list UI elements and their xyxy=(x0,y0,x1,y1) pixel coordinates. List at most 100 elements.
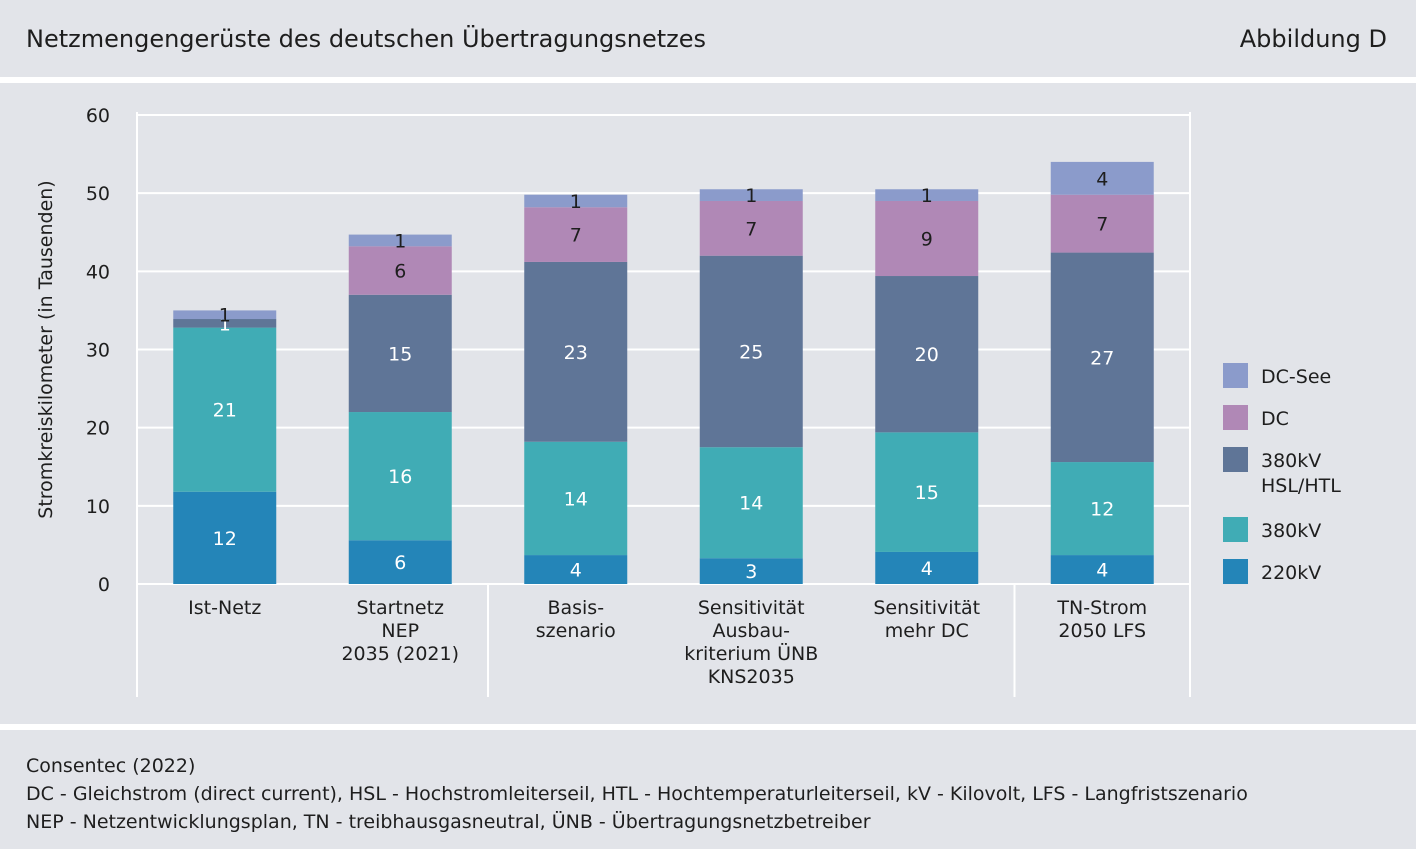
category-label: Sensitivität xyxy=(698,597,805,619)
y-tick-label: 40 xyxy=(86,261,110,283)
data-label: 21 xyxy=(213,400,237,422)
legend-swatch xyxy=(1223,559,1248,584)
data-label: 1 xyxy=(745,185,757,207)
category-label: Sensitivität xyxy=(873,597,980,619)
y-tick-label: 10 xyxy=(86,496,110,518)
data-label: 25 xyxy=(739,341,763,363)
data-label: 12 xyxy=(1090,499,1114,521)
bar-segment-dc-see xyxy=(699,189,803,201)
bar-segment-dc xyxy=(875,200,979,277)
y-tick-label: 20 xyxy=(86,418,110,440)
bar-segment-380kv xyxy=(1050,462,1154,556)
legend-swatch xyxy=(1223,405,1248,430)
data-label: 16 xyxy=(388,466,412,488)
bar-segment-220kv xyxy=(348,540,452,584)
bar-segment-220kv xyxy=(699,558,803,584)
legend-label: HSL/HTL xyxy=(1261,475,1341,497)
top-divider xyxy=(0,77,1416,83)
data-label: 14 xyxy=(564,488,588,510)
footer: Consentec (2022) DC - Gleichstrom (direc… xyxy=(26,752,1248,836)
data-label: 1 xyxy=(394,230,406,252)
legend-swatch xyxy=(1223,363,1248,388)
bar-segment-380kv-hsl-htl xyxy=(524,261,628,442)
bar-segment-220kv xyxy=(524,555,628,584)
y-axis-label: Stromkreiskilometer (in Tausenden) xyxy=(35,180,57,518)
bar-segment-dc xyxy=(524,207,628,262)
bar-segment-dc xyxy=(699,200,803,256)
data-label: 1 xyxy=(219,305,231,327)
bar-segment-380kv-hsl-htl xyxy=(1050,252,1154,463)
data-label: 15 xyxy=(915,482,939,504)
category-label: szenario xyxy=(536,620,616,642)
bar-segment-220kv xyxy=(1050,555,1154,584)
data-label: 4 xyxy=(1096,560,1108,582)
category-label: Startnetz xyxy=(356,597,444,619)
legend-label: 380kV xyxy=(1261,520,1321,542)
bar-segment-380kv xyxy=(875,432,979,552)
legend-label: DC xyxy=(1261,408,1289,430)
category-label: TN-Strom xyxy=(1056,597,1147,619)
category-label: NEP xyxy=(381,620,419,642)
data-label: 4 xyxy=(570,560,582,582)
y-tick-label: 0 xyxy=(98,574,110,596)
data-label: 4 xyxy=(921,558,933,580)
category-label: Ausbau- xyxy=(712,620,790,642)
bar-segment-dc-see xyxy=(173,310,277,320)
data-label: 15 xyxy=(388,343,412,365)
bar-segment-380kv xyxy=(348,412,452,541)
legend-swatch xyxy=(1223,517,1248,542)
bar-segment-380kv-hsl-htl xyxy=(699,255,803,448)
data-label: 27 xyxy=(1090,347,1114,369)
data-label: 1 xyxy=(921,185,933,207)
legend-label: 220kV xyxy=(1261,562,1321,584)
data-label: 7 xyxy=(745,218,757,240)
legend-swatch xyxy=(1223,447,1248,472)
chart-title: Netzmengengerüste des deutschen Übertrag… xyxy=(26,25,707,53)
legend-label: 380kV xyxy=(1261,450,1321,472)
data-label: 4 xyxy=(1096,168,1108,190)
category-label: KNS2035 xyxy=(708,666,795,688)
bar-segment-dc-see xyxy=(348,234,452,247)
data-label: 12 xyxy=(213,528,237,550)
data-label: 9 xyxy=(921,229,933,251)
bar-segment-380kv-hsl-htl xyxy=(875,276,979,433)
category-label: 2035 (2021) xyxy=(341,643,459,665)
category-label: mehr DC xyxy=(885,620,969,642)
category-label: kriterium ÜNB xyxy=(684,642,818,665)
bar-segment-dc-see xyxy=(524,194,628,208)
bar-segment-380kv-hsl-htl xyxy=(348,294,452,413)
bar-segment-dc-see xyxy=(875,189,979,201)
abbreviations-note-1: DC - Gleichstrom (direct current), HSL -… xyxy=(26,783,1248,805)
data-label: 7 xyxy=(570,225,582,247)
source-note: Consentec (2022) xyxy=(26,755,196,777)
bar-segment-dc-see xyxy=(1050,161,1154,195)
y-tick-label: 30 xyxy=(86,340,110,362)
data-label: 6 xyxy=(394,261,406,283)
bar-segment-220kv xyxy=(173,491,277,584)
figure-label: Abbildung D xyxy=(1239,25,1387,53)
data-label: 23 xyxy=(564,342,588,364)
data-label: 1 xyxy=(570,191,582,213)
header: Netzmengengerüste des deutschen Übertrag… xyxy=(0,0,1416,78)
bar-segment-380kv xyxy=(699,447,803,559)
category-label: Basis- xyxy=(547,597,604,619)
bottom-divider xyxy=(0,724,1416,730)
bar-segment-380kv-hsl-htl xyxy=(173,319,277,328)
data-label: 14 xyxy=(739,493,763,515)
category-label: 2050 LFS xyxy=(1058,620,1146,642)
data-label: 6 xyxy=(394,552,406,574)
data-label: 20 xyxy=(915,344,939,366)
bar-segment-380kv xyxy=(524,441,628,556)
data-label: 3 xyxy=(745,561,757,583)
y-tick-label: 60 xyxy=(86,105,110,127)
bar-segment-dc xyxy=(1050,194,1154,253)
abbreviations-note-2: NEP - Netzentwicklungsplan, TN - treibha… xyxy=(26,811,871,833)
y-tick-label: 50 xyxy=(86,183,110,205)
legend-label: DC-See xyxy=(1261,366,1331,388)
bar-segment-380kv xyxy=(173,327,277,492)
bar-segment-dc xyxy=(348,246,452,295)
data-label: 7 xyxy=(1096,214,1108,236)
category-label: Ist-Netz xyxy=(188,597,261,619)
bar-segment-220kv xyxy=(875,551,979,584)
